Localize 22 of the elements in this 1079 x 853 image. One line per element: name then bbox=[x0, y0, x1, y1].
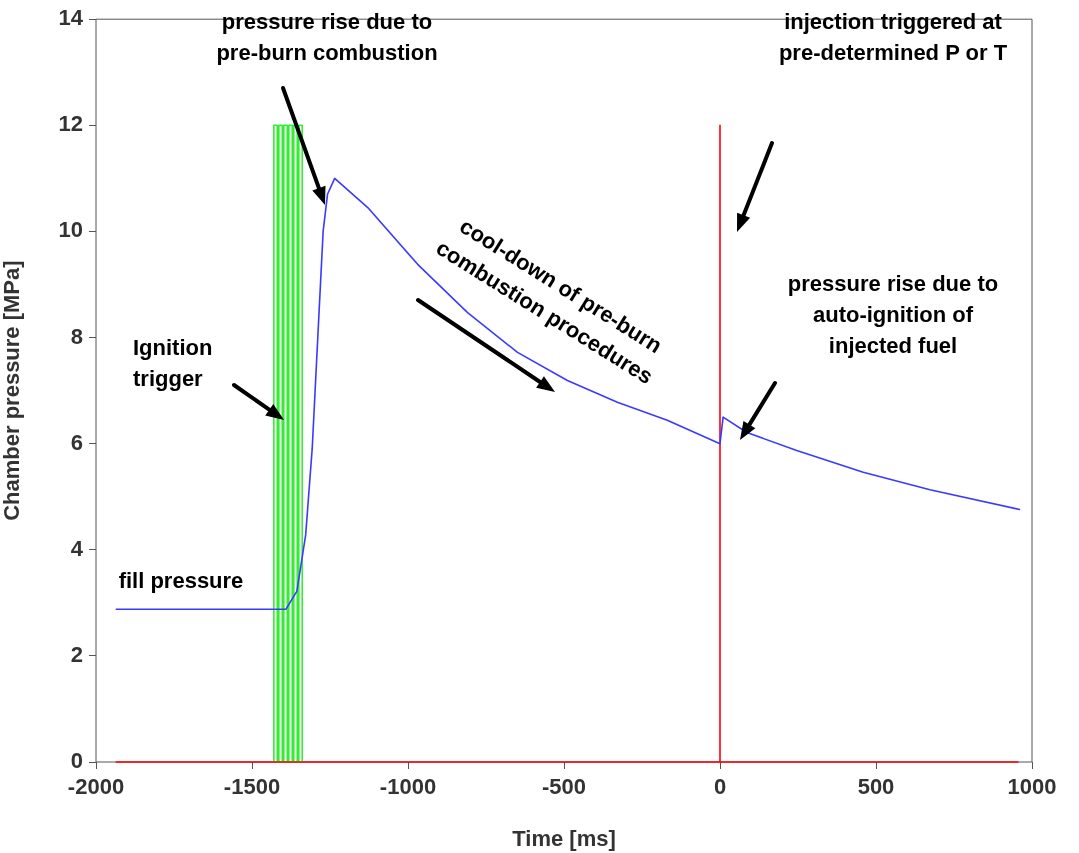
y-tick-label: 4 bbox=[70, 535, 84, 561]
x-tick-label: -1000 bbox=[379, 774, 437, 800]
annotation: pressure rise due to pre-burn combustion bbox=[216, 8, 438, 65]
x-tick-label: -500 bbox=[541, 774, 587, 800]
y-axis-title: Chamber pressure [MPa] bbox=[0, 260, 25, 521]
x-tick-label: 0 bbox=[713, 774, 727, 800]
x-tick-label: -2000 bbox=[67, 774, 125, 800]
annotation: injection triggered at pre-determined P or T bbox=[778, 8, 1008, 65]
y-tick-label: 8 bbox=[70, 323, 83, 349]
y-tick-label: 12 bbox=[58, 111, 83, 137]
annotation: fill pressure bbox=[118, 568, 244, 594]
y-tick-label: 14 bbox=[58, 5, 84, 31]
x-tick-label: -1500 bbox=[223, 774, 281, 800]
x-axis-title: Time [ms] bbox=[512, 825, 616, 851]
y-tick-label: 10 bbox=[58, 217, 83, 243]
x-tick-label: 1000 bbox=[1007, 774, 1057, 800]
x-tick-label: 500 bbox=[857, 774, 895, 800]
annotation: Ignition trigger bbox=[133, 334, 213, 391]
y-tick-label: 2 bbox=[70, 641, 83, 667]
y-tick-label: 0 bbox=[70, 748, 83, 774]
y-tick-label: 6 bbox=[70, 429, 83, 455]
annotation: pressure rise due to auto-ignition of injected fuel bbox=[787, 271, 999, 359]
